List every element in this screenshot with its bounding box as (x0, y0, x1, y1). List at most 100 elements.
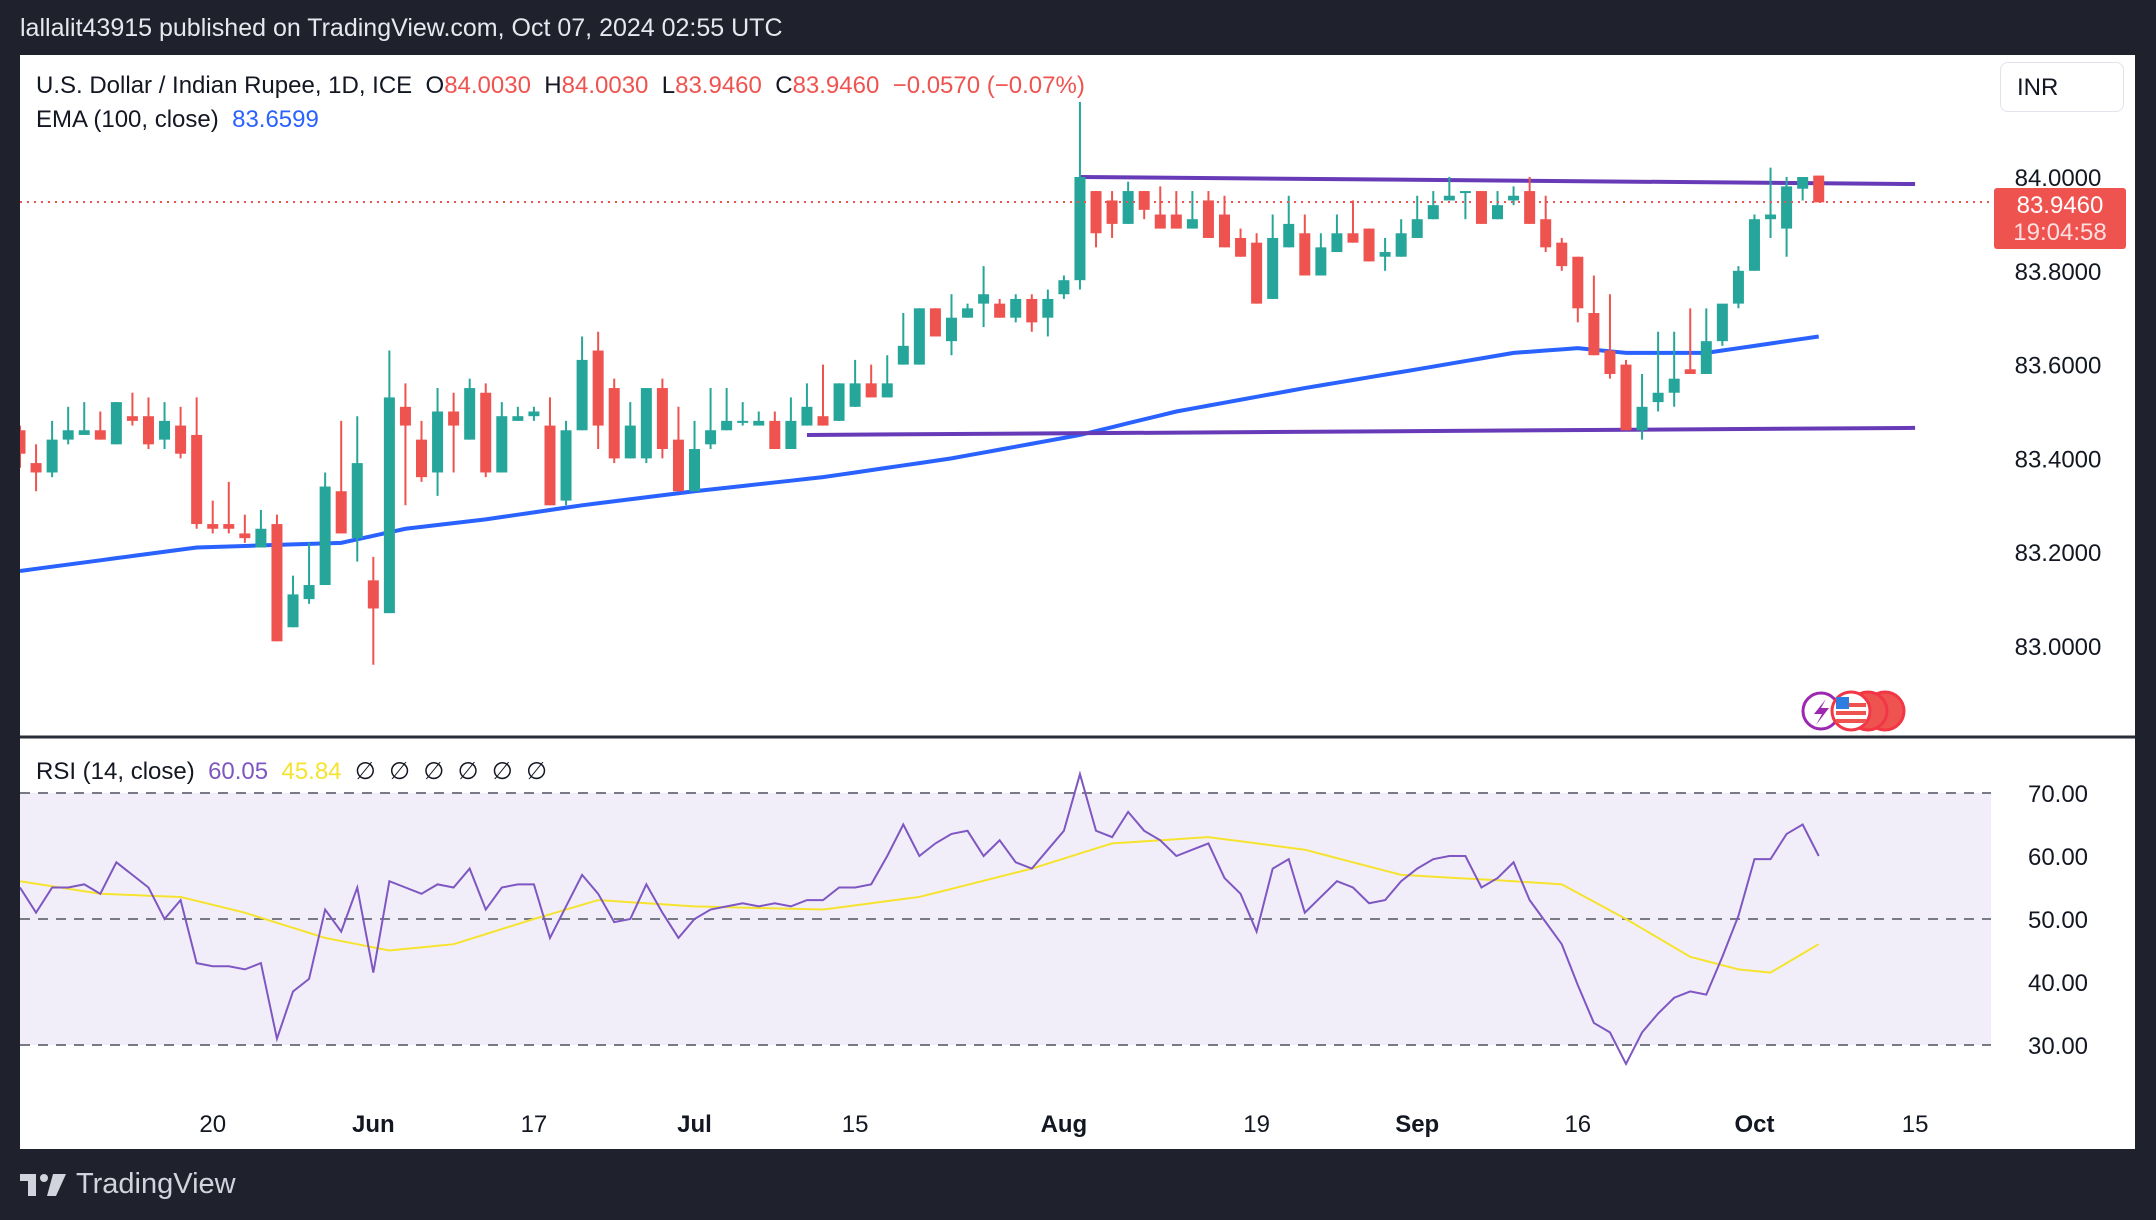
rsi-axis-label: 30.00 (2028, 1033, 2088, 1060)
candle (705, 388, 717, 450)
candle (929, 308, 941, 337)
candle-body (78, 430, 90, 435)
candle (399, 383, 411, 506)
close-value: 83.9460 (792, 72, 880, 99)
candle-body (1459, 191, 1471, 194)
candle-body (399, 406, 411, 426)
candle-body (464, 388, 476, 440)
candle (656, 378, 668, 459)
candle-body (223, 524, 235, 529)
symbol-legend[interactable]: U.S. Dollar / Indian Rupee, 1D, ICE O84.… (36, 72, 1085, 100)
candle-body (544, 425, 556, 506)
rsi-empty-value: ∅ (423, 758, 445, 785)
candle (1684, 308, 1696, 374)
candle-body (1492, 205, 1504, 220)
rsi-empty-value: ∅ (526, 758, 548, 785)
candle (672, 406, 684, 492)
candle (1556, 237, 1568, 271)
candle-body (721, 420, 733, 431)
candle (1299, 214, 1311, 276)
candle (753, 411, 765, 426)
candle-body (624, 425, 636, 459)
time-axis-label: Aug (1041, 1111, 1088, 1138)
rsi-ma-value: 45.84 (281, 758, 342, 785)
candle-body (512, 416, 524, 421)
candle-body (1700, 341, 1712, 374)
price-axis-label: 83.8000 (2015, 259, 2102, 286)
candle-body (1652, 392, 1664, 403)
time-axis-label: Jun (352, 1111, 395, 1138)
candle-body (271, 524, 283, 642)
candle (560, 420, 572, 506)
candle-body (1010, 298, 1022, 318)
candle-body (801, 406, 813, 426)
candle (624, 402, 636, 459)
candle-body (255, 528, 267, 548)
time-axis-label: Oct (1734, 1111, 1774, 1138)
candle-body (1524, 191, 1536, 224)
high-label: H (544, 72, 562, 99)
candle-body (1636, 406, 1648, 431)
candle-body (1475, 191, 1487, 224)
time-axis-label: 20 (199, 1111, 226, 1138)
time-axis-label: 15 (1902, 1111, 1929, 1138)
candle (30, 444, 42, 492)
ema-100-line (20, 334, 1820, 573)
candle (801, 383, 813, 426)
candle-body (448, 411, 460, 426)
candle-body (1395, 233, 1407, 257)
publisher-line: lallalit43915 published on TradingView.c… (20, 14, 783, 42)
candle (833, 383, 845, 421)
candle (1443, 177, 1455, 201)
event-icons[interactable] (1801, 690, 1906, 732)
candle-body (1202, 200, 1214, 238)
candle-body (319, 486, 331, 586)
candle-body (1138, 191, 1150, 210)
candle-body (351, 463, 363, 539)
candle (1636, 373, 1648, 440)
candle (1572, 256, 1584, 323)
candle (785, 397, 797, 450)
tradingview-logo[interactable]: TradingView (20, 1168, 236, 1201)
candle-body (46, 439, 58, 473)
candle (817, 364, 829, 426)
ema-legend[interactable]: EMA (100, close) 83.6599 (36, 106, 319, 134)
candle-body (1106, 200, 1118, 224)
candle-body (1684, 369, 1696, 374)
candle (1267, 214, 1279, 299)
candle-body (175, 425, 187, 454)
us-flag-icon[interactable] (1830, 690, 1906, 732)
ema-label: EMA (100, close) (36, 106, 219, 133)
currency-button[interactable]: INR (2000, 62, 2124, 112)
rsi-legend[interactable]: RSI (14, close) 60.05 45.84 ∅ ∅ ∅ ∅ ∅ ∅ (36, 757, 547, 786)
candle-body (94, 430, 106, 440)
candle (1732, 266, 1744, 309)
candle-body (416, 439, 427, 478)
candle (737, 402, 749, 426)
candle (1106, 191, 1118, 238)
low-label: L (661, 72, 676, 99)
candle (383, 350, 395, 614)
candle (287, 575, 299, 628)
support-trendline (806, 425, 1916, 437)
rsi-empty-value: ∅ (457, 758, 479, 785)
candle-body (1283, 223, 1295, 248)
candle-body (1235, 237, 1247, 257)
candle-body (1267, 237, 1279, 299)
candle (865, 364, 877, 398)
rsi-line (20, 770, 1820, 1067)
candle-body (62, 430, 74, 440)
candle-body (1443, 195, 1455, 201)
rsi-axis-label: 60.00 (2028, 844, 2088, 871)
candle-body (1765, 214, 1777, 220)
candle-body (1154, 214, 1166, 229)
candle-body (785, 420, 797, 450)
candle (769, 411, 781, 450)
candle-body (1299, 233, 1311, 276)
candle-body (1251, 242, 1263, 304)
candle (20, 425, 26, 468)
candle (1347, 200, 1359, 243)
candle-body (560, 430, 572, 501)
candle-body (672, 439, 684, 492)
